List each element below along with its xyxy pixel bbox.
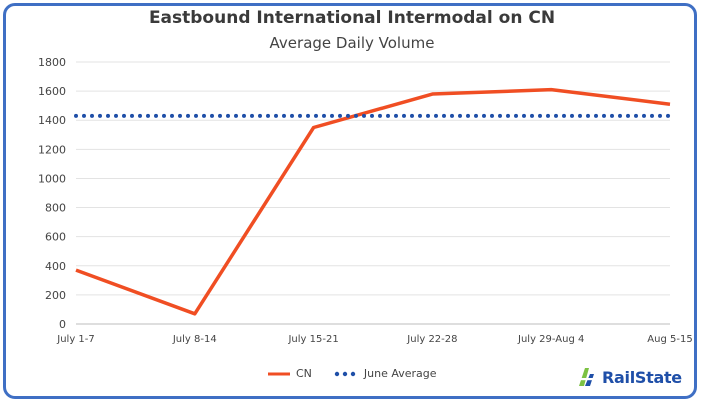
railstate-logo: RailState (576, 366, 682, 388)
y-tick-label: 400 (45, 260, 66, 273)
chart-legend: CN June Average (268, 367, 459, 380)
x-tick-label: July 22-28 (406, 334, 457, 345)
y-tick-label: 800 (45, 202, 66, 215)
chart-title: Eastbound International Intermodal on CN (148, 8, 556, 28)
railstate-logo-icon (578, 368, 596, 386)
y-tick-label: 200 (45, 289, 66, 302)
logo-text: RailState (602, 367, 682, 387)
legend-item-cn: CN (268, 367, 312, 380)
y-tick-label: 600 (45, 231, 66, 244)
legend-label-cn: CN (296, 367, 312, 380)
legend-item-june-average: June Average (334, 367, 437, 380)
y-tick-label: 1000 (38, 172, 66, 185)
series-line-cn (75, 87, 671, 316)
x-tick-label: July 15-21 (287, 334, 338, 345)
y-tick-label: 1600 (38, 85, 66, 98)
legend-swatch-cn (268, 372, 290, 375)
x-tick-label: July 1-7 (56, 334, 95, 345)
x-tick-label: July 29-Aug 4 (517, 334, 584, 345)
x-tick-label: Aug 5-15 (647, 334, 692, 345)
chart-subtitle: Average Daily Volume (269, 34, 435, 52)
legend-swatch-june-average (334, 371, 356, 376)
y-tick-label: 0 (59, 318, 66, 331)
x-tick-label: July 8-14 (172, 334, 217, 345)
y-tick-label: 1200 (38, 143, 66, 156)
y-tick-label: 1800 (38, 56, 66, 69)
legend-label-june-average: June Average (363, 367, 437, 380)
y-tick-label: 1400 (38, 114, 66, 127)
chart-frame (3, 3, 697, 399)
